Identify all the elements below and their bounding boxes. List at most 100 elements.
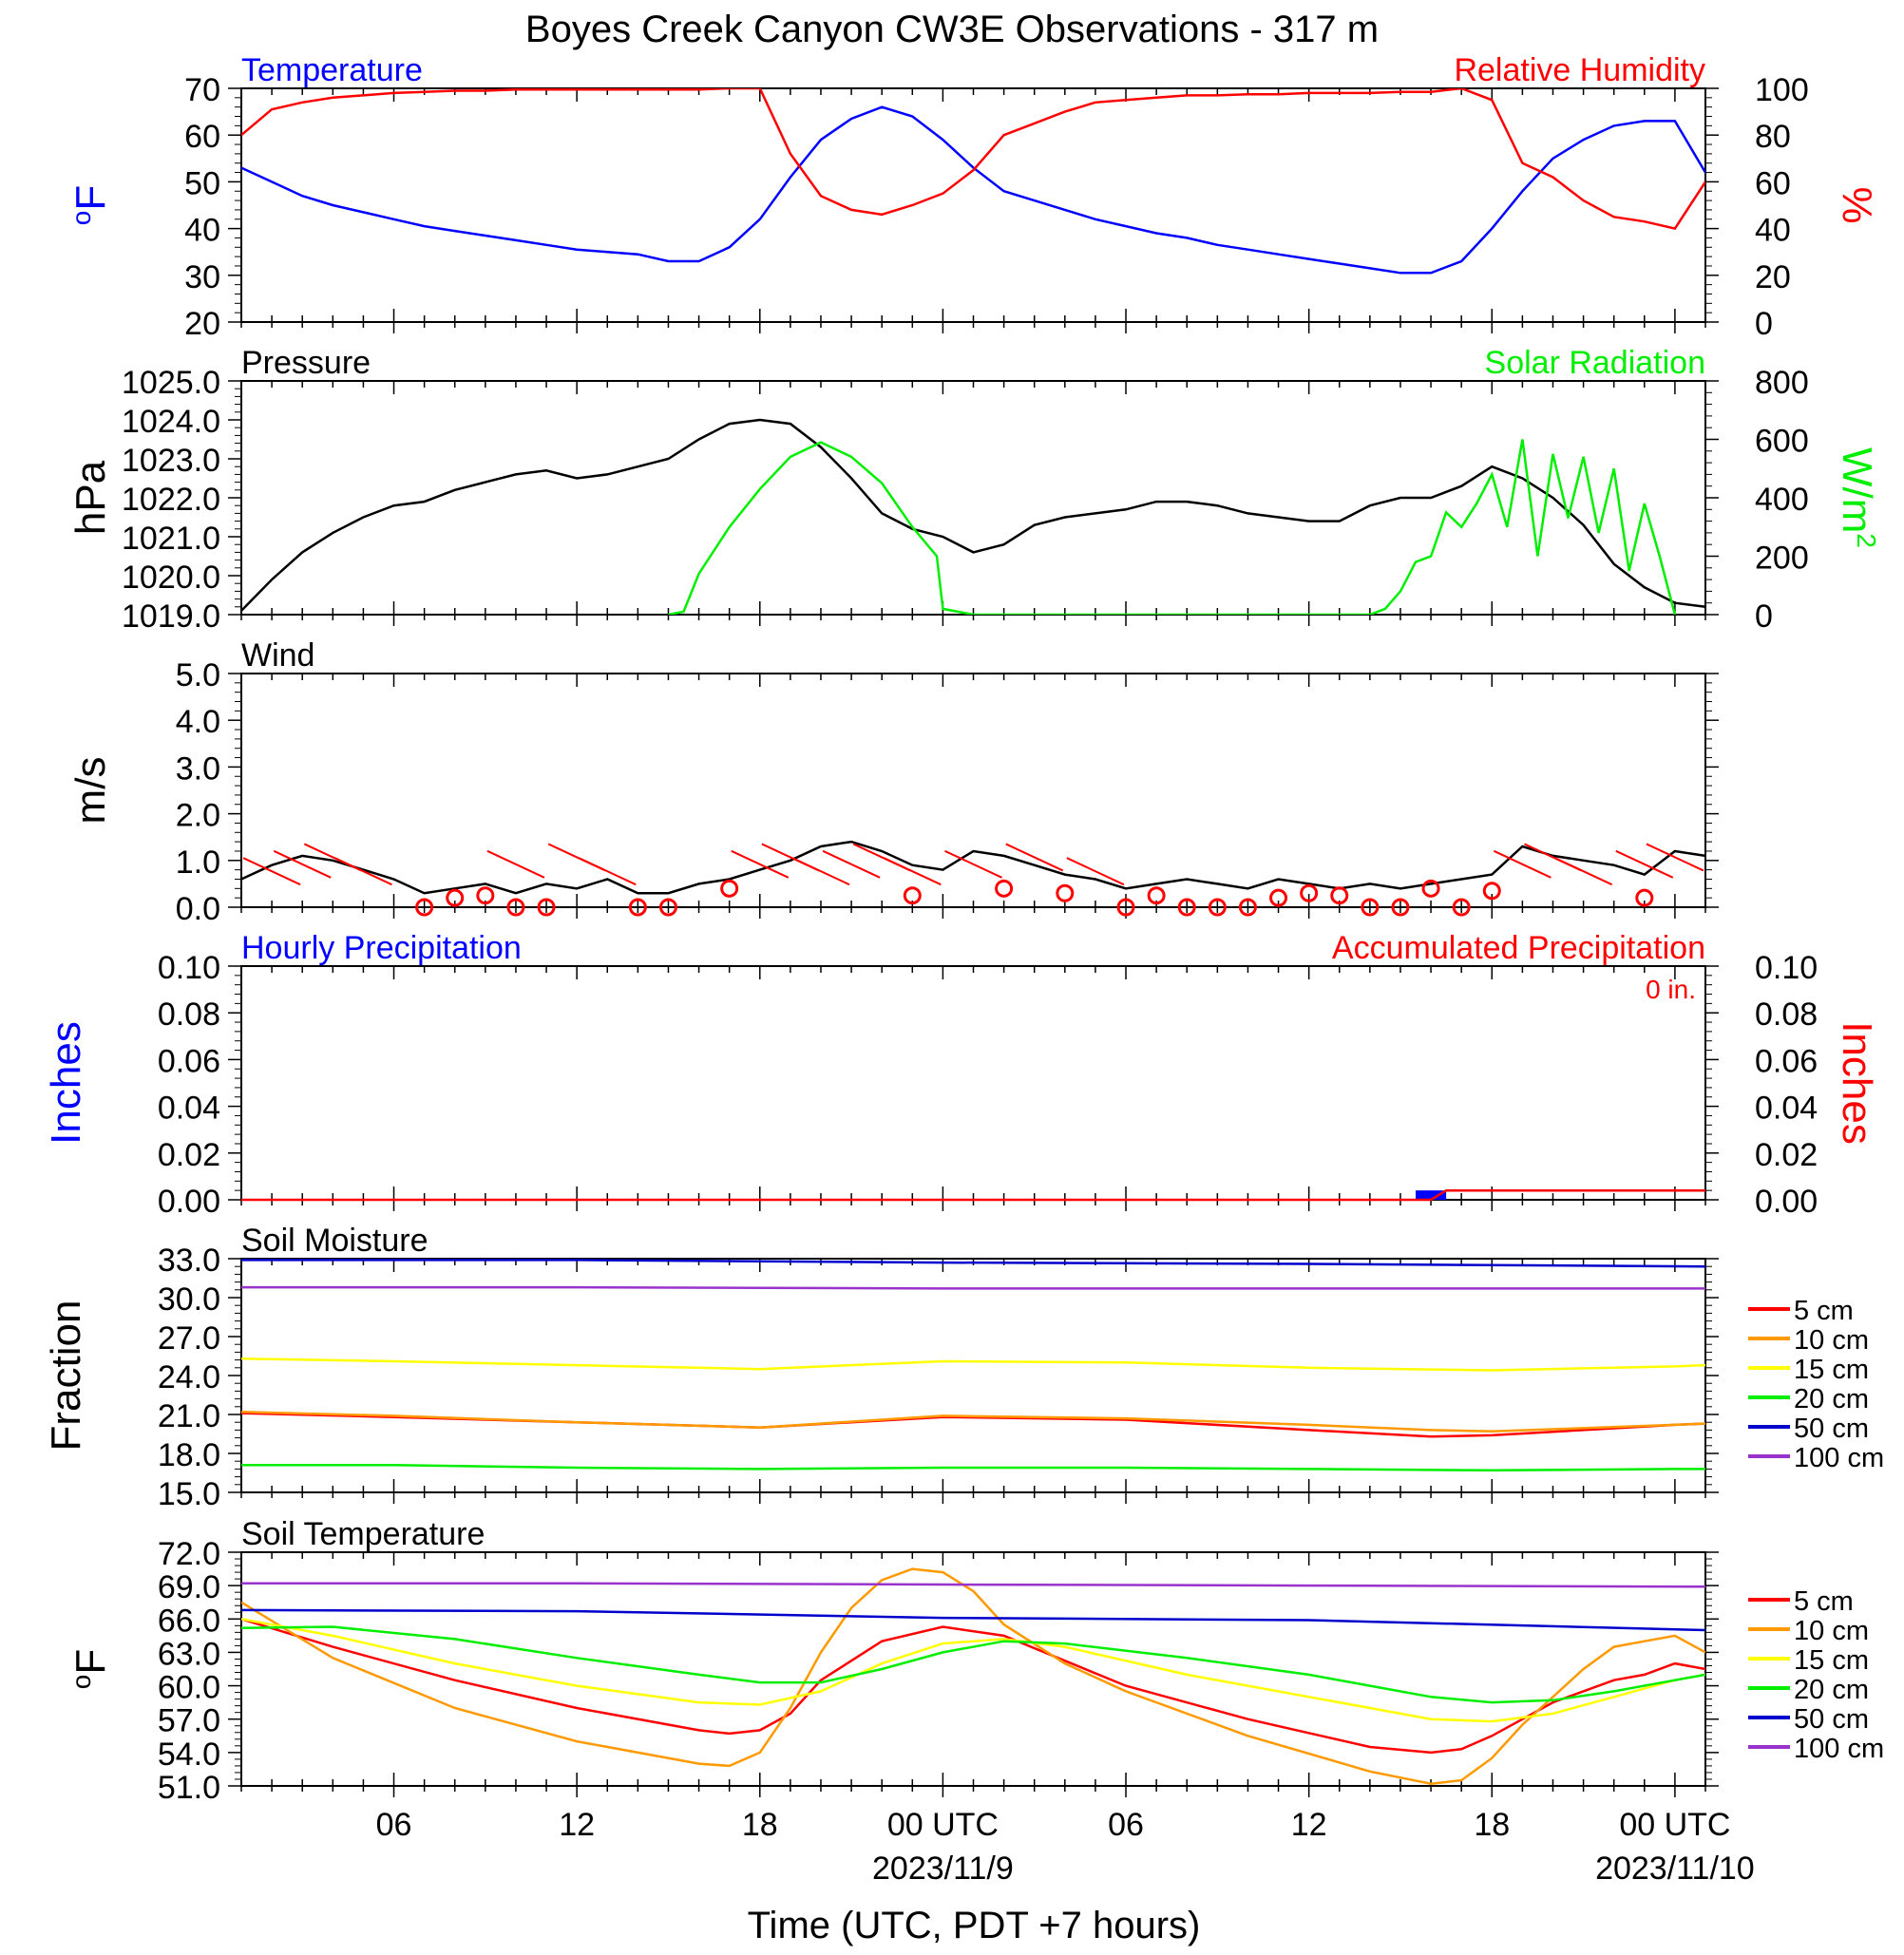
right-unit-label: % (1834, 186, 1880, 223)
panel-pres_solar: 1025.01024.01023.01022.01021.01020.01019… (67, 345, 1882, 635)
y-tick-label-right: 600 (1755, 424, 1809, 460)
x-tick-label: 00 UTC (1619, 1807, 1730, 1843)
calm-wind-marker (1330, 886, 1349, 905)
left-unit-label: oF (67, 185, 115, 225)
right-unit-label: W/m2 (1834, 447, 1882, 548)
x-date-label: 2023/11/9 (872, 1851, 1014, 1887)
series-line (241, 1357, 1705, 1372)
y-tick-label: 60 (184, 119, 220, 155)
calm-wind-marker (1421, 879, 1440, 898)
left-unit-label: m/s (67, 757, 114, 825)
y-tick-label: 0.02 (158, 1137, 220, 1173)
y-tick-label: 1019.0 (122, 598, 220, 635)
y-tick-label: 21.0 (158, 1398, 220, 1434)
calm-wind-marker (1056, 883, 1075, 902)
y-tick-label: 50 (184, 165, 220, 201)
y-tick-label: 1022.0 (122, 482, 220, 518)
x-date-label: 2023/11/10 (1595, 1851, 1755, 1887)
series-line (668, 439, 1677, 615)
calm-wind-marker (1452, 898, 1471, 917)
series-line (241, 1259, 1705, 1268)
calm-wind-marker (1361, 898, 1380, 917)
calm-wind-marker (628, 898, 647, 917)
legend-label: 50 cm (1794, 1704, 1869, 1735)
panel-title-right: Accumulated Precipitation (1332, 930, 1705, 966)
y-tick-label: 0.04 (158, 1091, 220, 1127)
series-line (241, 418, 1705, 612)
y-tick-label: 20 (184, 306, 220, 342)
calm-wind-marker (1208, 898, 1227, 917)
y-tick-label: 0.00 (158, 1184, 220, 1220)
y-tick-label-right: 0 (1755, 306, 1773, 342)
panel-title-right: Relative Humidity (1454, 52, 1705, 88)
y-tick-label: 70 (184, 72, 220, 108)
y-tick-label: 5.0 (176, 657, 220, 693)
y-tick-label-right: 0.00 (1755, 1184, 1818, 1220)
y-tick-label-right: 400 (1755, 482, 1809, 518)
y-tick-label-right: 0.06 (1755, 1043, 1818, 1079)
panel-soil_moisture: 33.030.027.024.021.018.015.0 Soil Moistur… (43, 1223, 1884, 1512)
panel-title-left: Pressure (241, 345, 371, 381)
y-tick-label-right: 0.02 (1755, 1137, 1818, 1173)
wind-barb (822, 849, 881, 879)
panel-wind: 5.0 4.0 3.0 2.0 1.0 0.0 Wind m/s (67, 637, 1719, 927)
y-tick-label: 60.0 (158, 1670, 220, 1706)
calm-wind-marker (903, 886, 922, 905)
wind-barb (1615, 849, 1674, 879)
wind-barb (1066, 857, 1125, 886)
y-tick-label: 0.0 (176, 891, 220, 927)
y-tick-label: 69.0 (158, 1569, 220, 1605)
y-tick-label-right: 80 (1755, 119, 1791, 155)
panel-title-right: Solar Radiation (1485, 345, 1705, 381)
y-tick-label-right: 40 (1755, 213, 1791, 249)
x-tick-label: 00 UTC (887, 1807, 999, 1843)
calm-wind-marker (446, 888, 465, 907)
calm-wind-marker (995, 879, 1014, 898)
series-line (241, 88, 1705, 231)
legend-label: 15 cm (1794, 1645, 1869, 1676)
series-line (241, 1567, 1705, 1785)
legend-label: 20 cm (1794, 1384, 1869, 1414)
y-tick-label: 1.0 (176, 845, 220, 881)
legend-label: 5 cm (1794, 1296, 1854, 1326)
calm-wind-marker (415, 898, 434, 917)
calm-wind-marker (476, 886, 495, 905)
panel-title-left: Temperature (241, 52, 423, 88)
wind-barb (1493, 849, 1552, 879)
y-tick-label: 0.08 (158, 996, 220, 1033)
series-line (241, 1618, 1705, 1723)
calm-wind-marker (1147, 886, 1166, 905)
x-tick-label: 06 (376, 1807, 412, 1843)
hourly-precip-bar (1416, 1190, 1447, 1200)
legend-label: 20 cm (1794, 1675, 1869, 1705)
x-tick-label: 18 (1474, 1807, 1510, 1843)
calm-wind-marker (1177, 898, 1196, 917)
calm-wind-marker (1269, 888, 1288, 907)
calm-wind-marker (1635, 888, 1654, 907)
y-tick-label: 57.0 (158, 1703, 220, 1739)
wind-barb (273, 849, 332, 879)
y-tick-label: 4.0 (176, 704, 220, 740)
left-unit-label: Fraction (43, 1300, 89, 1452)
calm-wind-marker (1300, 883, 1319, 902)
series-line (241, 1411, 1705, 1433)
y-tick-label-right: 60 (1755, 165, 1791, 201)
panel-title-left: Wind (241, 637, 314, 674)
y-tick-label: 1021.0 (122, 521, 220, 557)
wind-barb (1005, 843, 1064, 872)
y-tick-label: 27.0 (158, 1320, 220, 1357)
calm-wind-marker (506, 898, 525, 917)
panel-temp_rh: 70 60 50 40 30 20 100 80 60 40 20 0 Temperature Relat… (67, 52, 1881, 342)
y-tick-label: 15.0 (158, 1476, 220, 1512)
y-tick-label-right: 0 (1755, 598, 1773, 635)
wind-barb (731, 849, 790, 879)
series-line (241, 1608, 1705, 1632)
y-tick-label: 30 (184, 259, 220, 295)
left-unit-label: oF (67, 1649, 115, 1689)
wind-barb (486, 849, 545, 879)
y-tick-label: 33.0 (158, 1243, 220, 1279)
series-line (241, 1582, 1705, 1588)
y-tick-label-right: 20 (1755, 259, 1791, 295)
y-tick-label: 1025.0 (122, 365, 220, 401)
wind-barb (242, 857, 301, 886)
